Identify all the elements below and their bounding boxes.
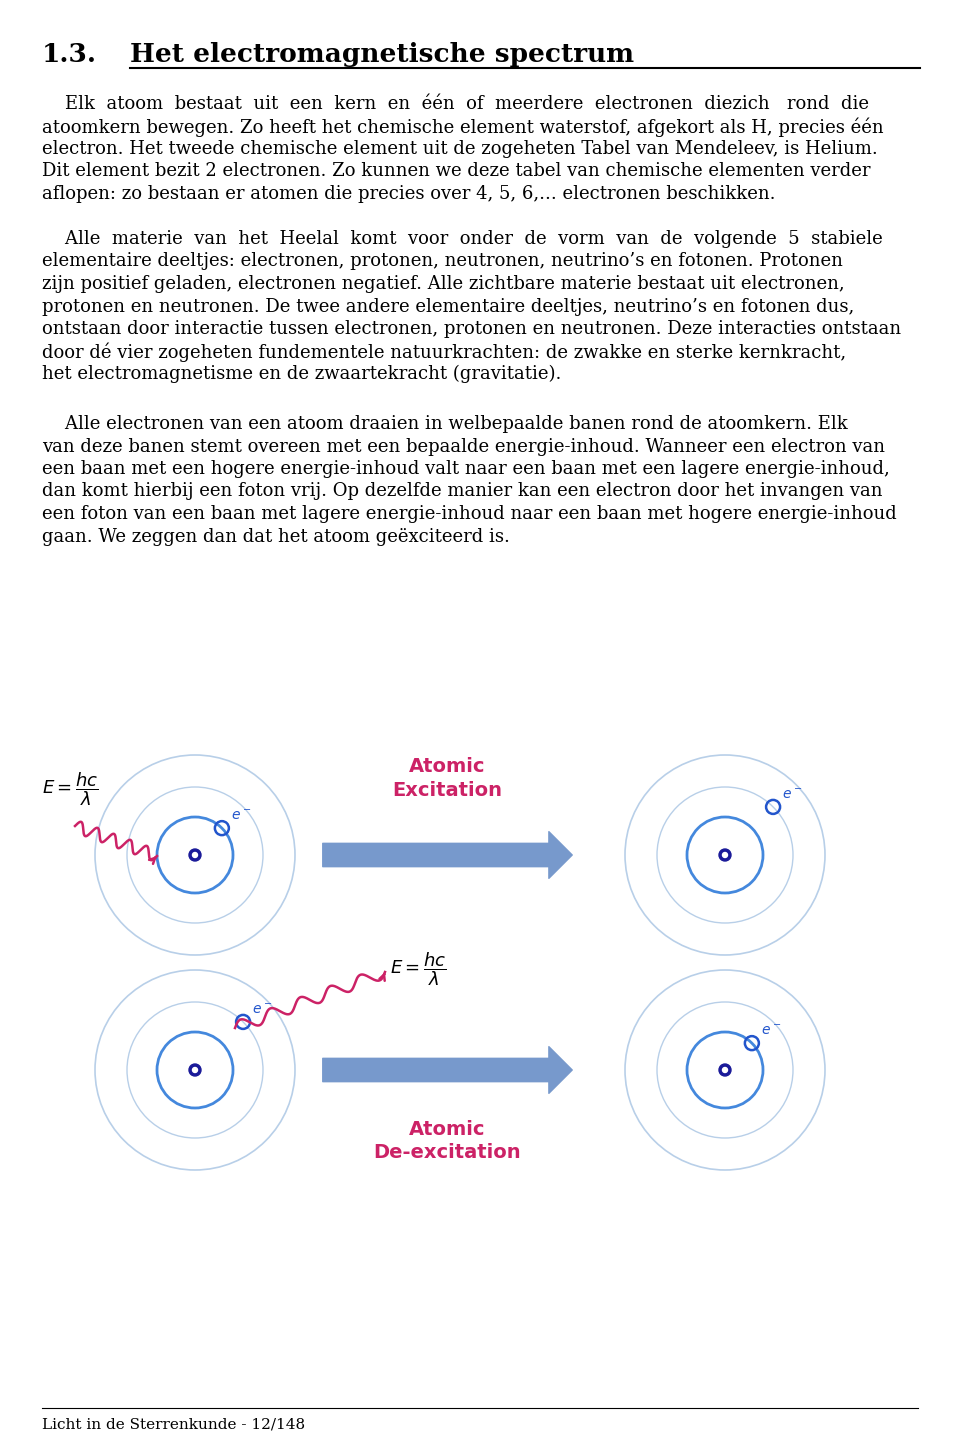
Text: Het electromagnetische spectrum: Het electromagnetische spectrum bbox=[130, 42, 635, 67]
Circle shape bbox=[189, 1064, 201, 1076]
Text: aflopen: zo bestaan er atomen die precies over 4, 5, 6,... electronen beschikken: aflopen: zo bestaan er atomen die precie… bbox=[42, 185, 776, 203]
Text: een foton van een baan met lagere energie-inhoud naar een baan met hogere energi: een foton van een baan met lagere energi… bbox=[42, 505, 897, 523]
Circle shape bbox=[719, 849, 731, 862]
Text: dan komt hierbij een foton vrij. Op dezelfde manier kan een electron door het in: dan komt hierbij een foton vrij. Op deze… bbox=[42, 482, 882, 501]
Text: een baan met een hogere energie-inhoud valt naar een baan met een lagere energie: een baan met een hogere energie-inhoud v… bbox=[42, 460, 890, 478]
Circle shape bbox=[193, 1067, 198, 1073]
Text: Licht in de Sterrenkunde - 12/148: Licht in de Sterrenkunde - 12/148 bbox=[42, 1418, 305, 1432]
Text: gaan. We zeggen dan dat het atoom geëxciteerd is.: gaan. We zeggen dan dat het atoom geëxci… bbox=[42, 527, 510, 546]
Text: van deze banen stemt overeen met een bepaalde energie-inhoud. Wanneer een electr: van deze banen stemt overeen met een bep… bbox=[42, 437, 885, 456]
Text: Dit element bezit 2 electronen. Zo kunnen we deze tabel van chemische elementen : Dit element bezit 2 electronen. Zo kunne… bbox=[42, 162, 871, 181]
Text: Atomic
De-excitation: Atomic De-excitation bbox=[373, 1119, 521, 1163]
Text: elementaire deeltjes: electronen, protonen, neutronen, neutrino’s en fotonen. Pr: elementaire deeltjes: electronen, proton… bbox=[42, 252, 843, 271]
Text: Alle  materie  van  het  Heelal  komt  voor  onder  de  vorm  van  de  volgende : Alle materie van het Heelal komt voor on… bbox=[42, 230, 883, 248]
Text: Elk  atoom  bestaat  uit  een  kern  en  één  of  meerdere  electronen  diezich : Elk atoom bestaat uit een kern en één of… bbox=[42, 96, 869, 113]
Text: atoomkern bewegen. Zo heeft het chemische element waterstof, afgekort als H, pre: atoomkern bewegen. Zo heeft het chemisch… bbox=[42, 117, 883, 138]
Text: $e^-$: $e^-$ bbox=[252, 1003, 273, 1016]
Text: electron. Het tweede chemische element uit de zogeheten Tabel van Mendeleev, is : electron. Het tweede chemische element u… bbox=[42, 140, 877, 158]
Circle shape bbox=[189, 849, 201, 862]
Text: $E = \dfrac{hc}{\lambda}$: $E = \dfrac{hc}{\lambda}$ bbox=[42, 770, 99, 808]
Text: zijn positief geladen, electronen negatief. Alle zichtbare materie bestaat uit e: zijn positief geladen, electronen negati… bbox=[42, 275, 845, 292]
Text: 1.3.: 1.3. bbox=[42, 42, 97, 67]
Text: Atomic
Excitation: Atomic Excitation bbox=[392, 757, 502, 799]
Text: ontstaan door interactie tussen electronen, protonen en neutronen. Deze interact: ontstaan door interactie tussen electron… bbox=[42, 320, 901, 337]
Text: $E = \dfrac{hc}{\lambda}$: $E = \dfrac{hc}{\lambda}$ bbox=[390, 950, 446, 988]
Text: $e^-$: $e^-$ bbox=[761, 1024, 781, 1038]
Circle shape bbox=[719, 1064, 731, 1076]
Text: $e^-$: $e^-$ bbox=[782, 788, 803, 802]
Circle shape bbox=[193, 853, 198, 857]
Text: Alle electronen van een atoom draaien in welbepaalde banen rond de atoomkern. El: Alle electronen van een atoom draaien in… bbox=[42, 416, 848, 433]
Text: protonen en neutronen. De twee andere elementaire deeltjes, neutrino’s en fotone: protonen en neutronen. De twee andere el… bbox=[42, 297, 854, 316]
Text: het electromagnetisme en de zwaartekracht (gravitatie).: het electromagnetisme en de zwaartekrach… bbox=[42, 365, 562, 384]
Text: door dé vier zogeheten fundementele natuurkrachten: de zwakke en sterke kernkrac: door dé vier zogeheten fundementele natu… bbox=[42, 343, 846, 362]
Circle shape bbox=[723, 1067, 728, 1073]
Text: $e^-$: $e^-$ bbox=[230, 809, 252, 822]
Circle shape bbox=[723, 853, 728, 857]
